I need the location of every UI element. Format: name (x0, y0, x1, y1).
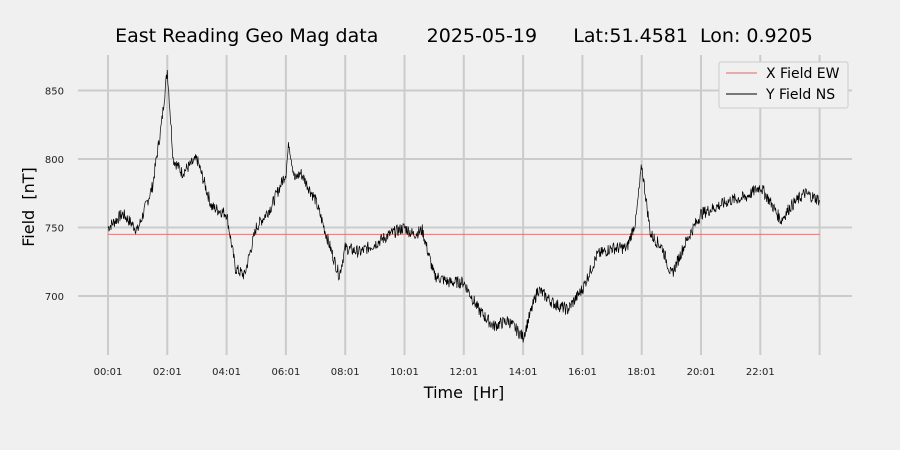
x-tick-label: 10:01 (390, 367, 419, 378)
chart-title: East Reading Geo Mag data 2025-05-19 Lat… (115, 25, 813, 47)
y-tick-label: 850 (45, 87, 64, 98)
x-tick-label: 16:01 (568, 367, 597, 378)
x-tick-label: 04:01 (212, 367, 241, 378)
x-tick-label: 08:01 (331, 367, 360, 378)
x-tick-label: 22:01 (746, 367, 775, 378)
x-tick-label: 00:01 (94, 367, 123, 378)
y-tick-label: 700 (45, 292, 64, 303)
x-tick-label: 06:01 (271, 367, 300, 378)
x-tick-label: 02:01 (153, 367, 182, 378)
x-axis-label: Time [Hr] (423, 383, 504, 402)
series-line-y-field-ns (107, 69, 820, 343)
tick-labels: 00:01 02:01 04:01 06:01 08:01 10:01 12:01 14:01… (45, 87, 775, 379)
x-tick-label: 14:01 (509, 367, 538, 378)
legend: X Field EW Y Field NS (718, 61, 849, 109)
x-tick-label: 18:01 (627, 367, 656, 378)
legend-label-y-field-ns: Y Field NS (765, 87, 835, 103)
series-lines (107, 69, 820, 343)
y-tick-label: 750 (45, 224, 64, 235)
y-tick-label: 800 (45, 155, 64, 166)
y-axis-label: Field [nT] (19, 167, 38, 247)
legend-label-x-field-ew: X Field EW (766, 66, 840, 82)
x-tick-label: 20:01 (687, 367, 716, 378)
grid (78, 55, 852, 355)
x-tick-label: 12:01 (449, 367, 478, 378)
